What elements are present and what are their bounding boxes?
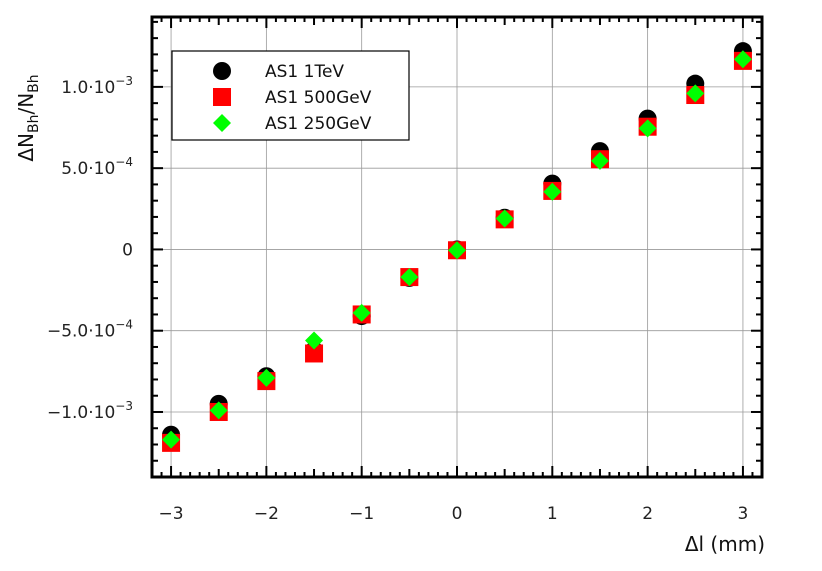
data-point [638,119,657,138]
x-tick-label: 0 [452,504,463,524]
legend-marker [213,88,231,106]
data-points [162,42,752,452]
y-tick-label: 1.0·10−3 [61,74,133,98]
x-tick-label: −1 [349,504,374,524]
y-tick-labels: 1.0·10−3 5.0·10−4 0 −5.0·10−4 −1.0·10−3 [47,74,133,423]
x-tick-label: −2 [254,504,279,524]
legend: AS1 1TeV AS1 500GeV AS1 250GeV [171,50,410,141]
data-point [590,151,609,170]
data-point [686,84,705,103]
data-point [305,331,324,350]
data-point [733,50,752,69]
legend-box [171,50,410,141]
data-point [209,401,228,420]
x-tick-label: 3 [738,504,749,524]
data-point [352,303,371,322]
y-tick-label: −5.0·10−4 [47,318,133,342]
legend-marker [213,62,231,80]
y-tick-label: 5.0·10−4 [61,155,133,179]
plot-frame [150,15,764,479]
data-point [400,268,419,287]
x-tick-labels: −3 −2 −1 0 1 2 3 [159,504,749,524]
data-point [543,182,562,201]
legend-label: AS1 250GeV [265,114,372,134]
data-point [495,209,514,228]
x-tick-label: 2 [642,504,653,524]
data-point [257,368,276,387]
series-3 [162,50,752,449]
y-tick-label: −1.0·10−3 [47,399,133,423]
legend-marker [213,114,231,132]
x-tick-label: 1 [547,504,558,524]
y-tick-label: 0 [122,240,133,260]
legend-label: AS1 1TeV [265,62,344,82]
x-tick-label: −3 [159,504,184,524]
legend-label: AS1 500GeV [265,88,372,108]
y-axis-label: ΔNBh/NBh [14,74,42,161]
x-axis-label: Δl (mm) [685,532,765,556]
data-point [305,344,324,363]
data-point [448,241,466,260]
data-point [162,430,181,449]
